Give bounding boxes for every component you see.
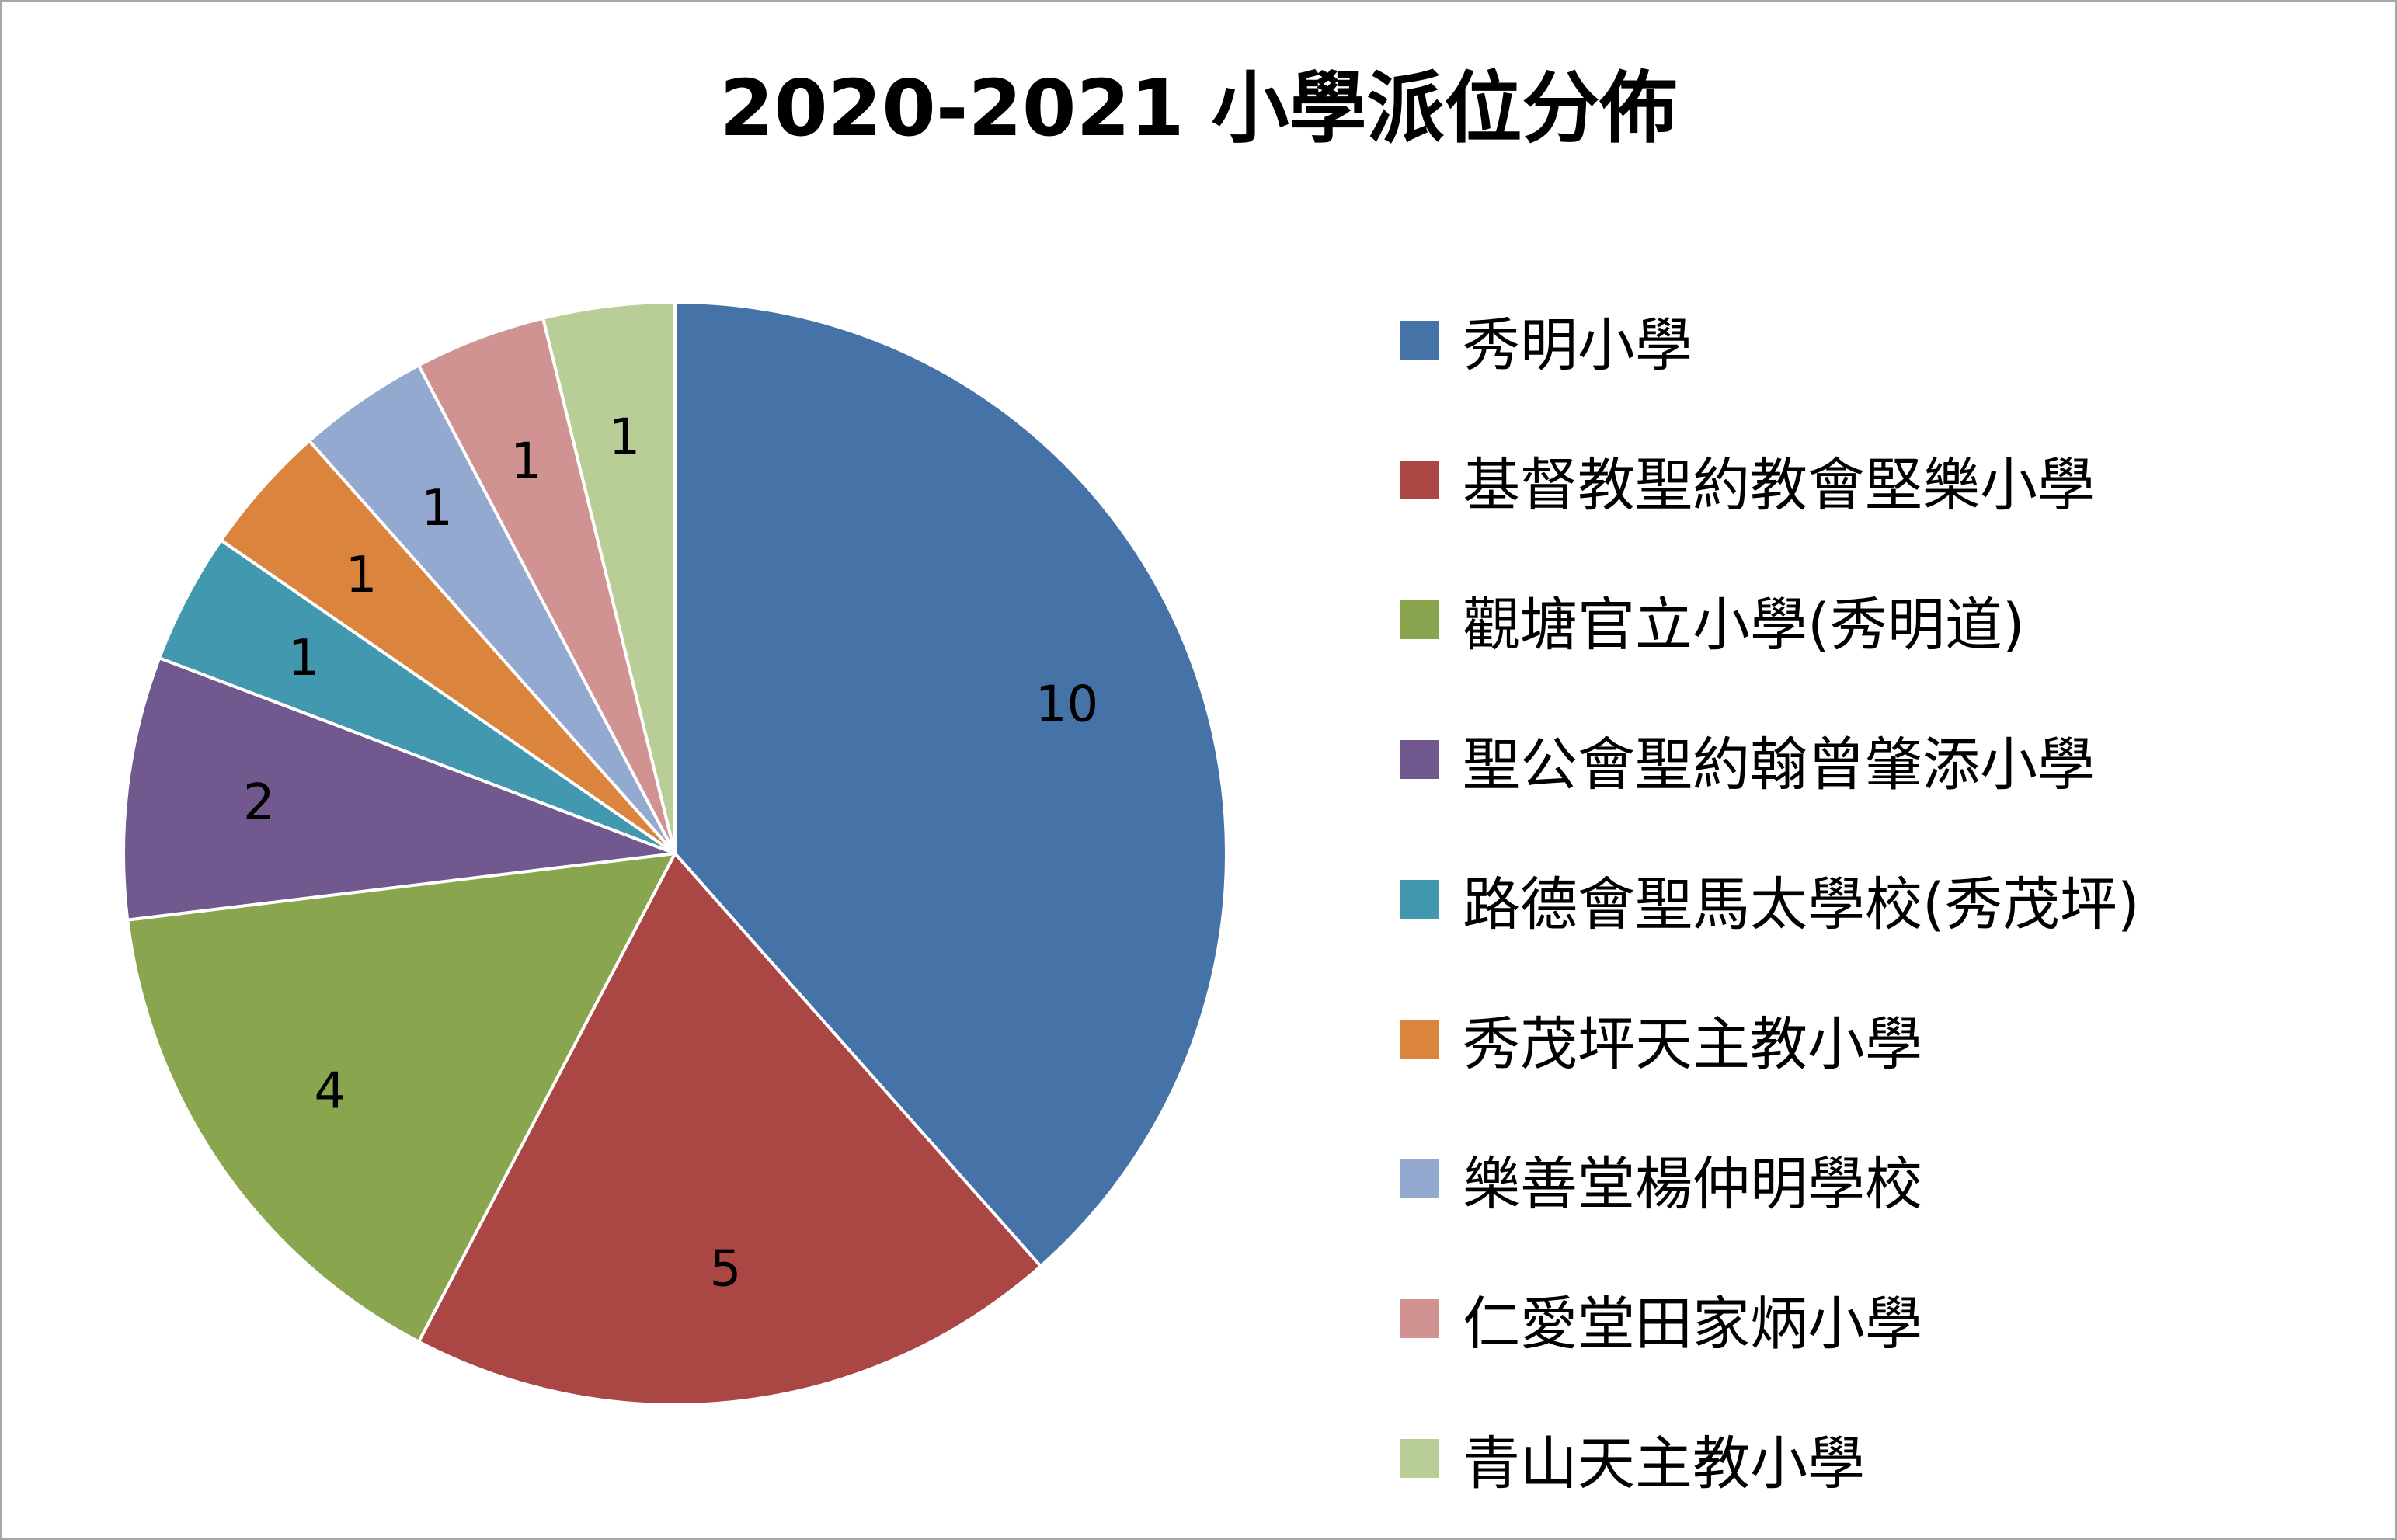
legend-label: 秀明小學 [1463, 311, 1693, 379]
slice-data-label: 1 [288, 630, 320, 687]
legend-label: 秀茂坪天主教小學 [1463, 1010, 1922, 1078]
legend-swatch [1400, 600, 1439, 639]
legend-label: 路德會聖馬太學校(秀茂坪) [1463, 871, 2140, 938]
legend: 秀明小學基督教聖約教會堅樂小學 觀塘官立小學(秀明道) 聖公會聖約翰曾肇添小學 路德會… [1400, 270, 2371, 1528]
legend-label: 聖公會聖約翰曾肇添小學 [1463, 731, 2095, 798]
legend-swatch [1400, 1299, 1439, 1338]
legend-item: 路德會聖馬太學校(秀茂坪) [1400, 829, 2371, 969]
slice-data-label: 1 [510, 433, 542, 490]
legend-item: 秀茂坪天主教小學 [1400, 969, 2371, 1109]
legend-item: 仁愛堂田家炳小學 [1400, 1249, 2371, 1389]
legend-swatch [1400, 1020, 1439, 1059]
legend-label: 青山天主教小學 [1463, 1430, 1865, 1497]
chart-title: 2020-2021 小學派位分佈 [719, 63, 1678, 154]
pie-slice [541, 301, 677, 855]
legend-label: 基督教聖約教會堅樂小學 [1463, 451, 2095, 519]
legend-swatch [1400, 1159, 1439, 1198]
slice-data-label: 1 [609, 408, 641, 466]
legend-item: 秀明小學 [1400, 270, 2371, 410]
legend-swatch [1400, 880, 1439, 919]
slice-data-label: 1 [421, 480, 453, 537]
pie-slice [417, 852, 1042, 1406]
slice-data-label: 5 [710, 1241, 742, 1298]
legend-label: 觀塘官立小學(秀明道) [1463, 591, 2025, 659]
pie-slice [673, 301, 1228, 1268]
legend-swatch [1400, 1439, 1439, 1478]
slice-data-label: 1 [346, 547, 377, 604]
legend-item: 樂善堂楊仲明學校 [1400, 1109, 2371, 1249]
legend-swatch [1400, 321, 1439, 360]
legend-item: 觀塘官立小學(秀明道) [1400, 550, 2371, 690]
pie-slice [122, 656, 677, 922]
legend-item: 基督教聖約教會堅樂小學 [1400, 410, 2371, 550]
legend-swatch [1400, 740, 1439, 779]
legend-swatch [1400, 461, 1439, 499]
legend-label: 仁愛堂田家炳小學 [1463, 1290, 1922, 1357]
slice-data-label: 2 [243, 774, 275, 832]
legend-item: 聖公會聖約翰曾肇添小學 [1400, 690, 2371, 829]
slice-data-label: 10 [1035, 676, 1098, 734]
legend-label: 樂善堂楊仲明學校 [1463, 1150, 1922, 1218]
slice-data-label: 4 [315, 1063, 346, 1121]
pie-slice [126, 852, 677, 1344]
legend-item: 青山天主教小學 [1400, 1389, 2371, 1528]
